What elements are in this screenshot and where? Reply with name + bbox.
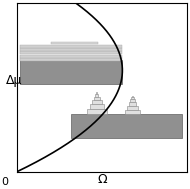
Bar [51, 42, 98, 44]
Bar [95, 94, 98, 97]
Text: 0: 0 [1, 177, 8, 187]
Bar [20, 58, 122, 61]
Bar [129, 102, 136, 106]
Bar [71, 114, 182, 138]
Bar [20, 51, 122, 54]
Bar [94, 97, 100, 100]
X-axis label: Ω: Ω [97, 173, 107, 186]
Bar [132, 96, 133, 98]
Bar [130, 99, 135, 102]
Bar [20, 60, 122, 84]
Bar [20, 55, 122, 58]
Bar [87, 109, 107, 114]
Bar [92, 100, 102, 104]
Bar [131, 98, 134, 99]
Bar [127, 106, 138, 110]
Bar [20, 48, 122, 51]
Bar [20, 45, 122, 48]
Y-axis label: Δμ: Δμ [6, 74, 22, 87]
Bar [96, 92, 97, 94]
Bar [125, 110, 140, 114]
Bar [89, 104, 104, 109]
